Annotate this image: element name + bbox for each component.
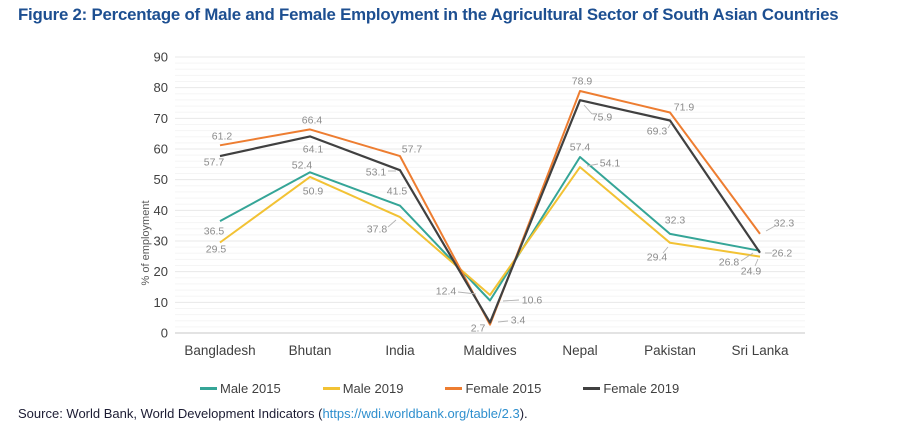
- figure-title: Figure 2: Percentage of Male and Female …: [18, 5, 839, 24]
- data-label: 52.4: [292, 160, 313, 172]
- series-line-male-2015: [219, 156, 761, 302]
- legend-swatch-icon: [583, 386, 601, 390]
- data-label: 57.7: [402, 144, 423, 156]
- legend-label: Male 2019: [342, 380, 404, 396]
- data-label: 75.9: [592, 112, 613, 124]
- y-tick-label: 20: [154, 264, 168, 279]
- legend-label: Female 2019: [603, 380, 680, 396]
- data-label-leader-line: [740, 252, 754, 262]
- category-label: Bangladesh: [184, 343, 255, 358]
- legend-label: Male 2015: [220, 380, 281, 396]
- category-label: Maldives: [463, 343, 517, 358]
- data-label: 32.3: [665, 215, 686, 227]
- data-label-leader-line: [457, 291, 477, 295]
- category-label: Pakistan: [644, 343, 696, 358]
- data-label: 3.4: [511, 315, 526, 327]
- legend-swatch-icon: [445, 386, 463, 390]
- legend-swatch-icon: [322, 386, 340, 390]
- data-label: 26.2: [772, 248, 793, 260]
- y-axis-title: % of employment: [140, 201, 152, 286]
- source-note: Source: World Bank, World Development In…: [18, 406, 528, 421]
- y-tick-label: 30: [154, 234, 168, 249]
- data-label: 57.4: [570, 142, 591, 154]
- y-tick-label: 90: [154, 50, 168, 65]
- data-label: 54.1: [600, 158, 621, 170]
- data-label: 69.3: [647, 126, 668, 138]
- legend-item-male-2019: Male 2019: [322, 380, 404, 396]
- legend-swatch-icon: [200, 386, 217, 390]
- data-label-leader-line: [662, 246, 669, 254]
- chart-legend: Male 2015 Male 2019 Female 2015 Female 2019: [200, 380, 679, 396]
- data-label: 53.1: [366, 167, 387, 179]
- data-label-leader-line: [583, 104, 593, 115]
- data-label-leader-line: [754, 258, 759, 267]
- data-label-leader-line: [387, 219, 397, 228]
- data-label: 26.8: [719, 257, 740, 269]
- data-label: 57.7: [204, 157, 225, 169]
- category-label: India: [385, 343, 415, 358]
- source-link[interactable]: https://wdi.worldbank.org/table/2.3: [322, 406, 520, 421]
- data-label: 71.9: [674, 102, 695, 114]
- data-label-leader-line: [497, 320, 509, 323]
- data-label: 64.1: [303, 144, 324, 156]
- data-label: 10.6: [522, 295, 543, 307]
- category-label: Nepal: [562, 343, 597, 358]
- y-tick-label: 50: [154, 172, 168, 187]
- data-label: 2.7: [471, 323, 486, 335]
- source-text-prefix: Source: World Bank, World Development In…: [18, 406, 323, 421]
- data-label: 32.3: [774, 218, 795, 230]
- data-label: 78.9: [572, 76, 593, 88]
- data-label: 41.5: [387, 186, 408, 198]
- source-text-suffix: ).: [519, 406, 528, 421]
- data-label: 36.5: [204, 226, 225, 238]
- legend-item-male-2015: Male 2015: [200, 381, 281, 396]
- series-line-male-2019: [219, 166, 761, 296]
- data-label: 61.2: [212, 131, 233, 143]
- y-tick-label: 10: [154, 295, 168, 310]
- y-tick-label: 0: [161, 326, 168, 341]
- data-label-leader-line: [586, 163, 599, 167]
- data-label-leader-line: [667, 122, 672, 129]
- data-label: 24.9: [741, 266, 762, 278]
- data-label: 37.8: [367, 224, 388, 236]
- y-tick-label: 60: [154, 142, 168, 157]
- data-label: 50.9: [303, 186, 324, 198]
- data-label: 29.5: [206, 244, 227, 256]
- data-label-leader-line: [502, 299, 520, 302]
- data-label: 66.4: [302, 115, 323, 127]
- series-line-female-2019: [219, 99, 761, 324]
- legend-label: Female 2015: [465, 380, 542, 396]
- series-line-female-2015: [219, 90, 761, 326]
- y-tick-label: 70: [154, 111, 168, 126]
- category-label: Bhutan: [289, 343, 332, 358]
- category-label: Sri Lanka: [731, 343, 789, 358]
- data-label: 29.4: [647, 252, 668, 264]
- legend-item-female-2019: Female 2019: [583, 381, 679, 396]
- legend-item-female-2015: Female 2015: [445, 381, 541, 396]
- y-tick-label: 40: [154, 203, 168, 218]
- data-label-leader-line: [765, 225, 776, 232]
- y-tick-label: 80: [154, 80, 168, 95]
- data-label: 12.4: [436, 286, 457, 298]
